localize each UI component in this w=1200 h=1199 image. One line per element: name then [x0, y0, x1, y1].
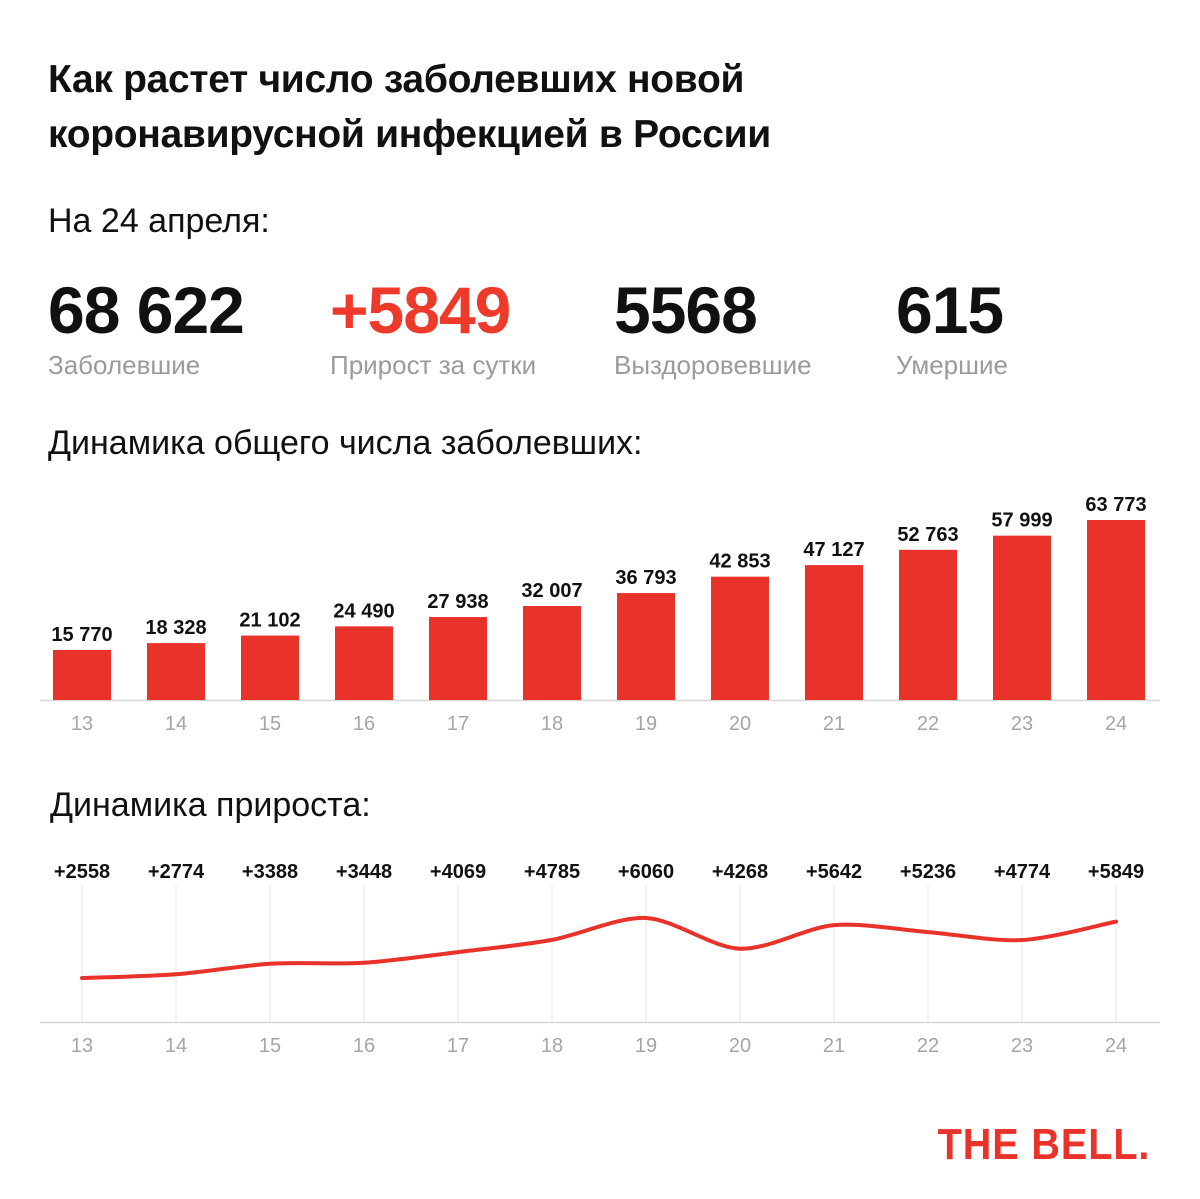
increase-line: [80, 915, 1118, 980]
x-tick-label: 24: [1105, 1035, 1127, 1057]
title-line-1: Как растет число заболевших новой: [48, 58, 745, 101]
title-line-2: коронавирусной инфекцией в России: [48, 113, 771, 156]
x-tick-label: 18: [541, 1035, 563, 1057]
x-tick-label: 22: [917, 713, 939, 735]
x-tick-label: 23: [1011, 713, 1033, 735]
line-value-label: +5642: [806, 861, 862, 883]
x-tick-label: 21: [823, 713, 845, 735]
bar-value-label: 18 328: [145, 617, 206, 639]
x-tick-label: 15: [259, 1035, 281, 1057]
bar-15: [241, 635, 299, 700]
x-tick-label: 20: [729, 1035, 751, 1057]
bar-value-label: 63 773: [1085, 494, 1146, 516]
x-tick-label: 14: [165, 713, 187, 735]
bar-17: [429, 617, 487, 700]
bar-value-label: 32 007: [521, 580, 582, 602]
line-value-label: +4774: [994, 861, 1051, 883]
x-tick-label: 19: [635, 1035, 657, 1057]
x-tick-label: 15: [259, 713, 281, 735]
bar-value-label: 42 853: [709, 551, 770, 573]
bar-16: [335, 626, 393, 700]
bar-23: [993, 535, 1051, 700]
x-tick-label: 21: [823, 1035, 845, 1057]
line-value-label: +2558: [54, 861, 110, 883]
bar-value-label: 27 938: [427, 591, 488, 613]
x-tick-label: 14: [165, 1035, 187, 1057]
page-title: Как растет число заболевших новой корона…: [48, 52, 771, 162]
line-chart-title: Динамика прироста:: [50, 786, 371, 824]
bar-21: [805, 565, 863, 700]
bar-13: [53, 650, 111, 700]
x-tick-label: 20: [729, 713, 751, 735]
line-value-label: +5236: [900, 861, 956, 883]
stat-daily-increase: +5849 Прирост за сутки: [330, 272, 536, 381]
x-tick-label: 19: [635, 713, 657, 735]
stat-value: 615: [896, 273, 1004, 347]
bar-20: [711, 576, 769, 700]
x-tick-label: 13: [71, 1035, 93, 1057]
x-tick-label: 13: [71, 713, 93, 735]
as-of-date: На 24 апреля:: [48, 202, 270, 240]
stat-value: 5568: [614, 273, 758, 347]
bar-value-label: 52 763: [897, 524, 958, 546]
x-tick-label: 18: [541, 713, 563, 735]
stat-value: +5849: [330, 273, 511, 347]
stat-value: 68 622: [48, 273, 245, 347]
stat-deaths: 615 Умершие: [896, 272, 1008, 381]
bar-chart-title: Динамика общего числа заболевших:: [48, 424, 643, 462]
bar-14: [147, 643, 205, 700]
bar-value-label: 15 770: [51, 624, 112, 646]
x-tick-label: 17: [447, 713, 469, 735]
x-tick-label: 23: [1011, 1035, 1033, 1057]
stat-label: Выздоровевшие: [614, 350, 812, 380]
bar-value-label: 47 127: [803, 539, 864, 561]
bar-22: [899, 549, 957, 700]
stat-recovered: 5568 Выздоровевшие: [614, 272, 812, 381]
bar-19: [617, 593, 675, 700]
bar-18: [523, 606, 581, 700]
line-value-label: +4268: [712, 861, 768, 883]
line-value-label: +4069: [430, 861, 486, 883]
line-value-label: +2774: [148, 861, 205, 883]
line-value-label: +6060: [618, 861, 674, 883]
bar-value-label: 57 999: [991, 510, 1052, 532]
line-value-label: +3448: [336, 861, 392, 883]
stat-label: Умершие: [896, 350, 1008, 380]
bar-value-label: 36 793: [615, 567, 676, 589]
bar-24: [1087, 520, 1145, 700]
x-tick-label: 17: [447, 1035, 469, 1057]
bar-value-label: 21 102: [239, 610, 300, 632]
line-value-label: +3388: [242, 861, 298, 883]
line-value-label: +4785: [524, 861, 580, 883]
x-tick-label: 16: [353, 1035, 375, 1057]
stat-label: Прирост за сутки: [330, 350, 537, 380]
x-tick-label: 22: [917, 1035, 939, 1057]
the-bell-logo: THE BELL.: [937, 1120, 1150, 1169]
stat-cases: 68 622 Заболевшие: [48, 272, 245, 381]
x-tick-label: 24: [1105, 713, 1127, 735]
bar-value-label: 24 490: [333, 600, 394, 622]
line-value-label: +5849: [1088, 861, 1144, 883]
x-tick-label: 16: [353, 713, 375, 735]
stat-label: Заболевшие: [48, 350, 201, 380]
